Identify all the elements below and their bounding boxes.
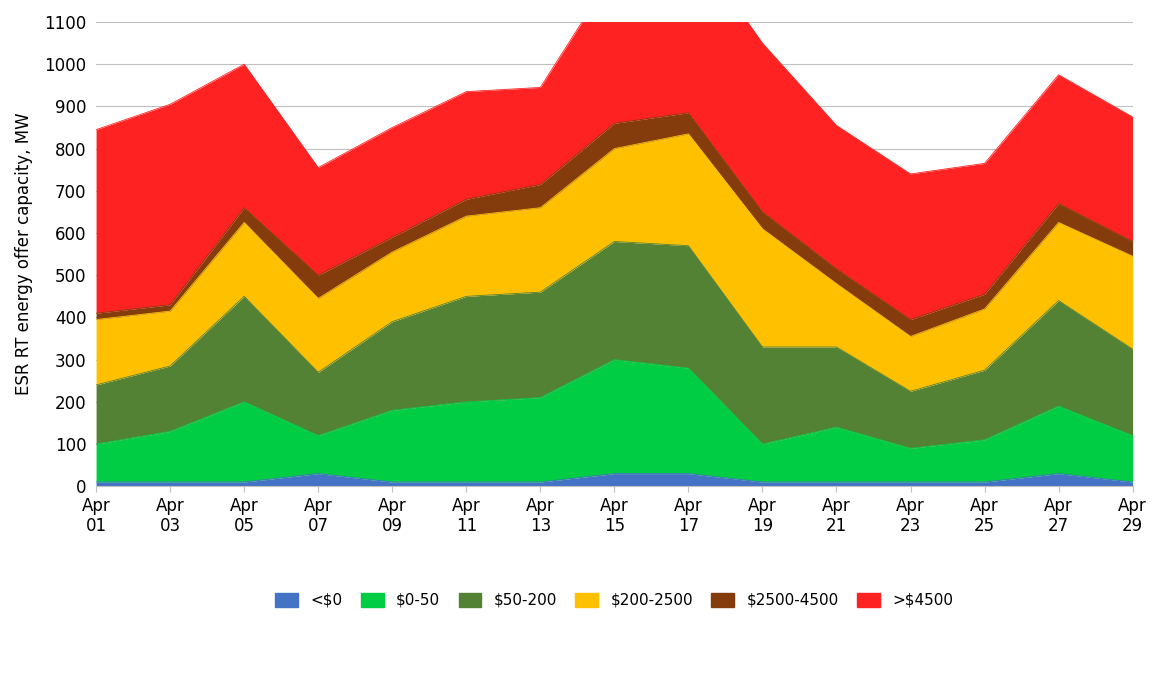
Y-axis label: ESR RT energy offer capacity, MW: ESR RT energy offer capacity, MW [15, 113, 33, 395]
Legend: <$0, $0-50, $50-200, $200-2500, $2500-4500, >$4500: <$0, $0-50, $50-200, $200-2500, $2500-45… [270, 587, 960, 614]
